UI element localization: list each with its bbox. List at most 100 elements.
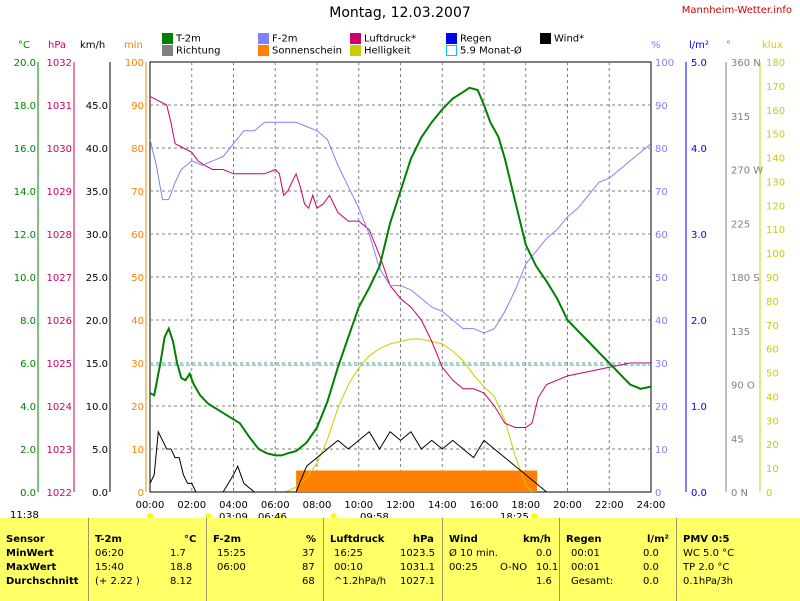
temp-tick-label: 12.0	[14, 230, 36, 241]
light-tick-label: 0	[766, 488, 772, 499]
site-brand-link[interactable]: Mannheim-Wetter.info	[681, 5, 792, 16]
sunset-time: 18:25	[500, 513, 529, 523]
sunshine-bar	[379, 470, 392, 492]
light-tick-label: 140	[766, 154, 785, 165]
legend-richtung: Richtung	[162, 45, 221, 57]
light-tick-label: 120	[766, 201, 785, 212]
direction-tick-label: 180 S	[731, 273, 760, 284]
table-header-f2m: F-2m	[213, 534, 242, 545]
sunshine-bar	[431, 470, 444, 492]
legend-luftdruck: Luftdruck*	[350, 33, 416, 45]
direction-tick-label: 45	[731, 434, 744, 445]
pressure-value: 1023.5	[400, 548, 435, 559]
time-tick-label: 02:00	[177, 500, 206, 511]
sunshine-bar	[525, 470, 538, 492]
sun-tick-label: 80	[131, 144, 144, 155]
pmv-value: TP 2.0 °C	[683, 562, 730, 573]
table-header-wind-unit: km/h	[523, 534, 551, 545]
sun-marker	[147, 513, 153, 518]
wind-tick-label: 10.0	[86, 402, 108, 413]
temp-tick-label: 6.0	[20, 359, 36, 370]
light-tick-label: 160	[766, 106, 785, 117]
f2m-value: 68	[302, 576, 315, 587]
wind-axis-unit: km/h	[80, 40, 106, 51]
sun-tick-label: 30	[131, 359, 144, 370]
rain-tick-label: 0.0	[691, 488, 707, 499]
direction-tick-label: 90 O	[731, 381, 755, 392]
column-divider	[442, 518, 443, 601]
sunshine-bar	[390, 470, 402, 492]
sunshine-bar	[317, 470, 329, 492]
humidity-tick-label: 70	[655, 187, 668, 198]
table-header-t2m-unit: °C	[184, 534, 197, 545]
light-tick-label: 100	[766, 249, 785, 260]
sun-tick-label: 50	[131, 273, 144, 284]
sun-tick-label: 20	[131, 402, 144, 413]
light-tick-label: 130	[766, 177, 785, 188]
sunshine-bar	[442, 470, 454, 492]
time-tick-label: 14:00	[428, 500, 457, 511]
humidity-axis-unit: %	[651, 40, 661, 51]
wind-value: 1.6	[536, 576, 552, 587]
humidity-tick-label: 50	[655, 273, 668, 284]
table-header-f2m-unit: %	[306, 534, 317, 545]
rain-value: 0.0	[643, 576, 659, 587]
humidity-tick-label: 60	[655, 230, 668, 241]
pressure-tick-label: 1026	[47, 316, 72, 327]
light-tick-label: 30	[766, 416, 779, 427]
time-tick-label: 24:00	[637, 500, 666, 511]
humidity-tick-label: 10	[655, 445, 668, 456]
pressure-axis-unit: hPa	[48, 40, 67, 51]
row-label: Durchschnitt	[6, 576, 79, 587]
sun-tick-label: 60	[131, 230, 144, 241]
sunshine-bar	[348, 470, 360, 492]
legend-sonnenschein: Sonnenschein	[258, 45, 342, 57]
wind-tick-label: 0.0	[92, 488, 108, 499]
humidity-tick-label: 100	[655, 58, 674, 69]
temp-axis-unit: °C	[18, 40, 30, 51]
pmv-value: 0.1hPa/3h	[683, 576, 734, 587]
wind-tick-label: 40.0	[86, 144, 108, 155]
solar-noon-time: 09:58	[360, 513, 389, 523]
time-tick-label: 06:00	[261, 500, 290, 511]
wind-tick-label: 25.0	[86, 273, 108, 284]
temp-tick-label: 2.0	[20, 445, 36, 456]
wind-tick-label: 30.0	[86, 230, 108, 241]
moonrise-time: 03:09	[219, 513, 248, 523]
sunshine-bar	[515, 470, 527, 492]
column-divider	[559, 518, 560, 601]
time-tick-label: 20:00	[553, 500, 582, 511]
wind-tick-label: 15.0	[86, 359, 108, 370]
temp-tick-label: 4.0	[20, 402, 36, 413]
time-tick-label: 16:00	[470, 500, 499, 511]
column-divider	[676, 518, 677, 601]
wind-tick-label: 20.0	[86, 316, 108, 327]
rain-tick-label: 3.0	[691, 230, 707, 241]
rain-time: Gesamt:	[571, 576, 614, 587]
wind-label: 00:25	[449, 562, 478, 573]
humidity-tick-label: 20	[655, 402, 668, 413]
pressure-tick-label: 1031	[47, 101, 72, 112]
time-tick-label: 00:00	[136, 500, 165, 511]
pressure-time: 16:25	[334, 548, 363, 559]
pressure-value: 1031.1	[400, 562, 435, 573]
pressure-tick-label: 1025	[47, 359, 72, 370]
column-divider	[323, 518, 324, 601]
rain-axis-unit: l/m²	[689, 40, 709, 51]
wind-tick-label: 35.0	[86, 187, 108, 198]
temp-tick-label: 18.0	[14, 101, 36, 112]
legend-f2m: F-2m	[258, 33, 297, 45]
temp-tick-label: 8.0	[20, 316, 36, 327]
pressure-tick-label: 1029	[47, 187, 72, 198]
f2m-time: 06:00	[217, 562, 246, 573]
row-label: MinWert	[6, 548, 54, 559]
humidity-tick-label: 80	[655, 144, 668, 155]
pressure-tick-label: 1028	[47, 230, 72, 241]
sun-tick-label: 10	[131, 445, 144, 456]
legend-helligkeit: Helligkeit	[350, 45, 411, 57]
light-tick-label: 110	[766, 225, 785, 236]
wind-value: 10.1	[536, 562, 559, 573]
table-header-pmv: PMV 0:5	[683, 534, 730, 545]
direction-tick-label: 360 N	[731, 58, 761, 69]
sunshine-bar	[296, 470, 308, 492]
